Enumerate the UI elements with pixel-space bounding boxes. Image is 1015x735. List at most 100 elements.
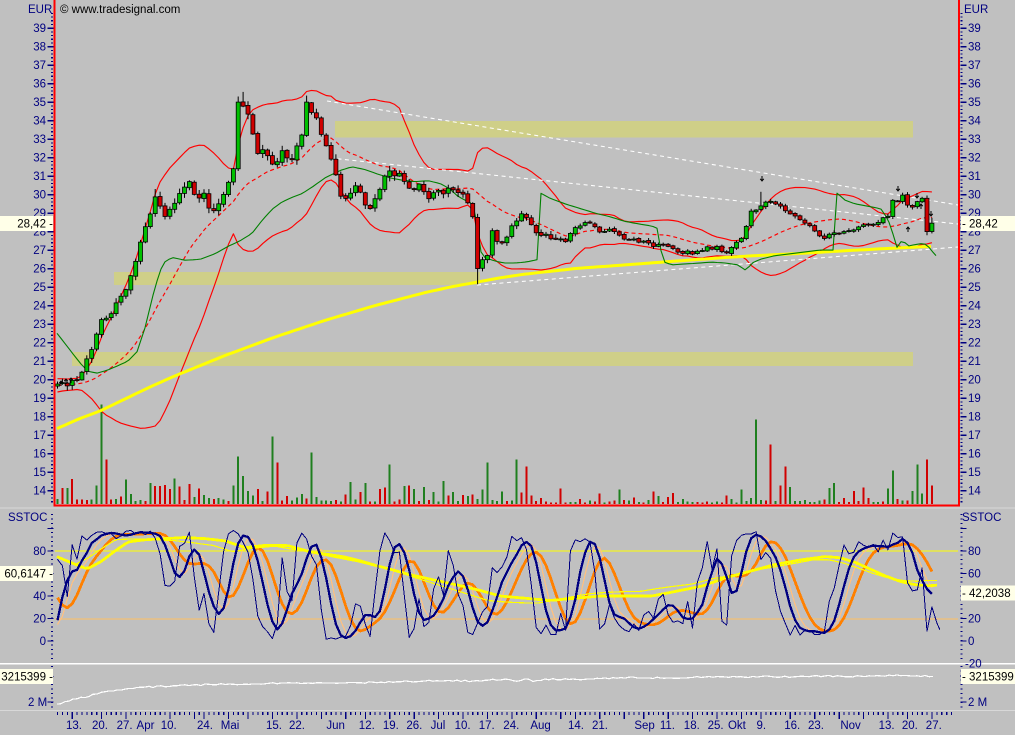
svg-text:22: 22	[968, 338, 981, 350]
svg-text:30: 30	[33, 190, 46, 202]
svg-text:34: 34	[968, 116, 981, 128]
svg-text:EUR: EUR	[28, 4, 52, 16]
svg-text:2 M: 2 M	[968, 697, 987, 709]
svg-text:38: 38	[33, 42, 46, 54]
svg-text:-20: -20	[965, 659, 982, 671]
svg-text:27.: 27.	[117, 720, 133, 732]
svg-text:9.: 9.	[757, 720, 767, 732]
svg-text:24: 24	[33, 301, 46, 313]
svg-text:20.: 20.	[92, 720, 108, 732]
svg-text:2 M: 2 M	[28, 697, 47, 709]
svg-text:- 3215399: - 3215399	[962, 672, 1014, 684]
svg-text:20: 20	[33, 375, 46, 387]
svg-text:33: 33	[33, 134, 46, 146]
svg-text:80: 80	[33, 546, 46, 558]
svg-text:18.: 18.	[684, 720, 700, 732]
svg-text:21: 21	[33, 356, 46, 368]
svg-text:0: 0	[968, 636, 974, 648]
svg-text:31: 31	[968, 171, 981, 183]
svg-text:15.: 15.	[266, 720, 282, 732]
svg-text:24.: 24.	[503, 720, 519, 732]
svg-text:22: 22	[33, 338, 46, 350]
svg-text:23: 23	[33, 319, 46, 331]
svg-text:80: 80	[968, 546, 981, 558]
svg-text:22.: 22.	[289, 720, 305, 732]
svg-text:0: 0	[40, 636, 46, 648]
svg-text:© www.tradesignal.com: © www.tradesignal.com	[60, 4, 180, 16]
svg-text:33: 33	[968, 134, 981, 146]
svg-text:16: 16	[33, 449, 46, 461]
svg-text:21.: 21.	[592, 720, 608, 732]
svg-text:39: 39	[33, 23, 46, 35]
svg-text:SSTOC: SSTOC	[8, 512, 47, 524]
svg-text:36: 36	[968, 79, 981, 91]
svg-text:19.: 19.	[383, 720, 399, 732]
svg-text:39: 39	[968, 23, 981, 35]
svg-text:EUR: EUR	[964, 4, 988, 16]
svg-text:16.: 16.	[784, 720, 800, 732]
svg-text:27: 27	[968, 245, 981, 257]
svg-text:23.: 23.	[808, 720, 824, 732]
svg-text:Apr: Apr	[137, 720, 155, 732]
svg-text:34: 34	[33, 116, 46, 128]
svg-text:17: 17	[33, 430, 46, 442]
svg-text:60: 60	[968, 569, 981, 581]
svg-text:37: 37	[33, 60, 46, 72]
svg-text:25.: 25.	[708, 720, 724, 732]
svg-text:18: 18	[33, 412, 46, 424]
svg-text:60,6147 -: 60,6147 -	[4, 568, 53, 580]
svg-text:31: 31	[33, 171, 46, 183]
svg-text:15: 15	[968, 467, 981, 479]
svg-text:10.: 10.	[455, 720, 471, 732]
svg-text:12.: 12.	[359, 720, 375, 732]
svg-text:36: 36	[33, 79, 46, 91]
svg-text:17.: 17.	[479, 720, 495, 732]
svg-text:17: 17	[968, 430, 981, 442]
svg-text:11.: 11.	[660, 720, 675, 732]
svg-text:Jun: Jun	[326, 720, 345, 732]
svg-text:18: 18	[968, 412, 981, 424]
svg-text:20: 20	[968, 614, 981, 626]
svg-text:19: 19	[968, 393, 981, 405]
svg-text:- 42,2038: - 42,2038	[962, 588, 1011, 600]
svg-text:32: 32	[968, 153, 981, 165]
svg-text:37: 37	[968, 60, 981, 72]
svg-text:35: 35	[968, 97, 981, 109]
svg-text:26: 26	[33, 264, 46, 276]
svg-text:SSTOC: SSTOC	[962, 512, 1001, 524]
svg-text:35: 35	[33, 97, 46, 109]
svg-text:25: 25	[33, 282, 46, 294]
svg-text:3215399 -: 3215399 -	[1, 672, 53, 684]
svg-text:Mai: Mai	[221, 720, 240, 732]
svg-text:19: 19	[33, 393, 46, 405]
svg-text:13.: 13.	[879, 720, 895, 732]
svg-text:23: 23	[968, 319, 981, 331]
svg-text:Okt: Okt	[728, 720, 747, 732]
svg-text:13.: 13.	[66, 720, 82, 732]
svg-text:38: 38	[968, 42, 981, 54]
svg-text:Nov: Nov	[840, 720, 861, 732]
svg-text:30: 30	[968, 190, 981, 202]
svg-text:16: 16	[968, 449, 981, 461]
svg-text:14.: 14.	[568, 720, 584, 732]
svg-text:Aug: Aug	[530, 720, 550, 732]
svg-text:24: 24	[968, 301, 981, 313]
svg-text:25: 25	[968, 282, 981, 294]
svg-text:26: 26	[968, 264, 981, 276]
svg-text:Sep: Sep	[634, 720, 654, 732]
svg-text:21: 21	[968, 356, 981, 368]
svg-text:28,42 -: 28,42 -	[17, 219, 53, 231]
svg-text:27: 27	[33, 245, 46, 257]
svg-text:15: 15	[33, 467, 46, 479]
svg-text:20: 20	[33, 614, 46, 626]
svg-text:27.: 27.	[926, 720, 942, 732]
svg-text:26.: 26.	[406, 720, 422, 732]
svg-text:20.: 20.	[902, 720, 918, 732]
svg-text:14: 14	[968, 486, 981, 498]
svg-text:32: 32	[33, 153, 46, 165]
svg-text:24.: 24.	[197, 720, 213, 732]
svg-text:- 28,42: - 28,42	[962, 219, 998, 231]
svg-text:14: 14	[33, 486, 46, 498]
svg-text:20: 20	[968, 375, 981, 387]
svg-text:10.: 10.	[161, 720, 177, 732]
